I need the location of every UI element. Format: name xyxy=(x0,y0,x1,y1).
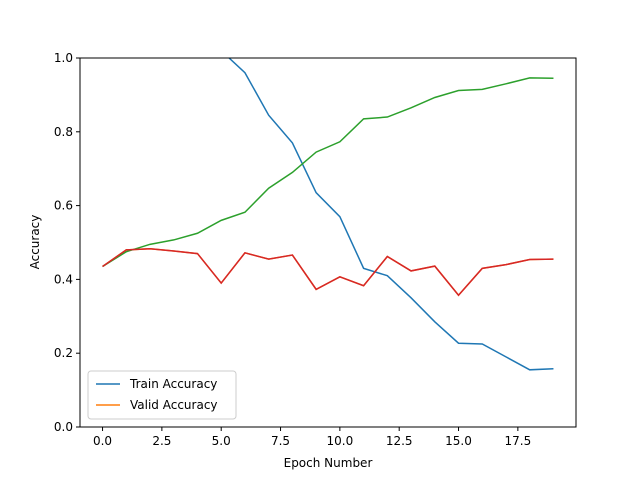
y-tick-label: 1.0 xyxy=(54,51,73,65)
y-axis-label: Accuracy xyxy=(28,215,42,270)
x-tick-label: 10.0 xyxy=(327,434,354,448)
x-tick-label: 17.5 xyxy=(504,434,531,448)
y-tick-label: 0.2 xyxy=(54,346,73,360)
y-tick-label: 0.4 xyxy=(54,272,73,286)
series-line xyxy=(102,77,554,268)
x-tick-label: 15.0 xyxy=(445,434,472,448)
plot-lines xyxy=(102,58,554,371)
legend-label: Valid Accuracy xyxy=(130,398,218,412)
x-tick-label: 2.5 xyxy=(152,434,171,448)
x-tick-label: 7.5 xyxy=(271,434,290,448)
x-tick-label: 12.5 xyxy=(386,434,413,448)
y-tick-label: 0.8 xyxy=(54,125,73,139)
x-tick-label: 5.0 xyxy=(212,434,231,448)
axes-frame xyxy=(79,57,577,428)
series-line xyxy=(228,58,554,371)
y-tick-label: 0.0 xyxy=(54,420,73,434)
legend-label: Train Accuracy xyxy=(129,377,217,391)
x-tick-label: 0.0 xyxy=(93,434,112,448)
series-line xyxy=(102,248,554,297)
y-tick-label: 0.6 xyxy=(54,199,73,213)
legend-box xyxy=(87,370,237,420)
x-axis-label: Epoch Number xyxy=(284,456,373,470)
